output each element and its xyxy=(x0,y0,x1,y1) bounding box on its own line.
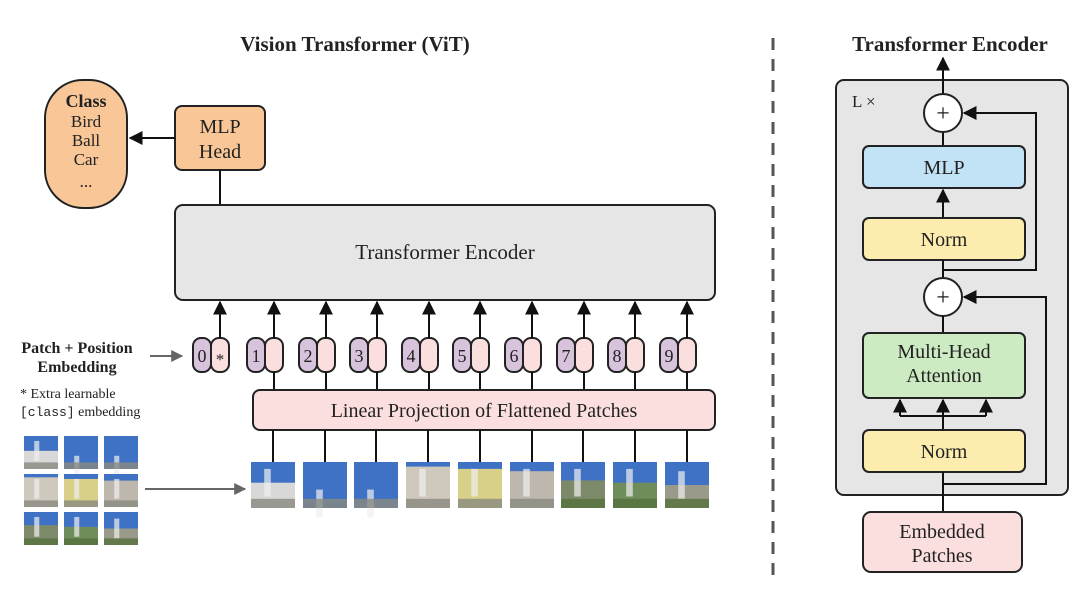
image-patch xyxy=(104,436,138,476)
image-patch xyxy=(458,462,502,508)
patch-embedding xyxy=(264,337,284,373)
mlp-box xyxy=(862,145,1026,189)
transformer-encoder-box xyxy=(174,204,716,301)
image-patch xyxy=(64,474,98,507)
mlp-head-label: Head xyxy=(199,141,241,163)
linear-projection-box xyxy=(252,389,716,431)
patch-embedding xyxy=(677,337,697,373)
image-patch-grid xyxy=(24,436,138,545)
position-index: 0 xyxy=(198,346,207,366)
image-patch xyxy=(24,512,58,545)
class-note: [class] embedding xyxy=(20,405,140,420)
class-item: Bird xyxy=(71,112,102,131)
image-patch xyxy=(64,436,98,476)
image-patch xyxy=(613,462,657,508)
position-index: 5 xyxy=(458,346,467,366)
norm-label: Norm xyxy=(921,441,968,463)
flattened-patches xyxy=(251,430,709,518)
class-item: Car xyxy=(74,150,99,169)
image-patch xyxy=(24,474,58,507)
residual-add-icon xyxy=(923,93,963,133)
position-index: 7 xyxy=(562,346,571,366)
image-patch xyxy=(561,462,605,508)
position-index: 8 xyxy=(613,346,622,366)
class-note: * Extra learnable xyxy=(20,387,116,402)
image-patch xyxy=(251,462,295,508)
embedded-patches-label: Patches xyxy=(911,545,972,567)
class-item: ... xyxy=(80,172,93,191)
attention-label: Attention xyxy=(906,365,982,387)
embedding-label: Patch + Position xyxy=(21,340,132,357)
patch-embedding xyxy=(470,337,490,373)
image-patch xyxy=(104,512,138,545)
position-index: 6 xyxy=(510,346,519,366)
image-patch xyxy=(354,462,398,518)
image-patch xyxy=(303,462,347,518)
position-index: 3 xyxy=(355,346,364,366)
class-output-box xyxy=(44,79,128,209)
class-title: Class xyxy=(65,91,106,111)
patch-embedding xyxy=(522,337,542,373)
image-patch xyxy=(665,462,709,508)
position-index: 4 xyxy=(407,346,416,366)
position-index: 2 xyxy=(304,346,313,366)
repeat-label: L × xyxy=(852,92,876,111)
transformer-encoder-label: Transformer Encoder xyxy=(355,240,534,264)
skip-connection xyxy=(943,106,1037,271)
plus-sign: + xyxy=(936,285,950,311)
plus-sign: + xyxy=(936,101,950,127)
embedded-patches-label: Embedded xyxy=(899,521,985,543)
patch-embedding xyxy=(419,337,439,373)
class-item: Ball xyxy=(72,131,101,150)
patch-embedding xyxy=(316,337,336,373)
class-token-mark: * xyxy=(216,350,225,369)
mlp-head-label: MLP xyxy=(199,116,240,138)
attention-box xyxy=(862,332,1026,399)
position-index: 1 xyxy=(252,346,261,366)
token-sequence: 0 * 1 2 3 4 5 6 7 8 9 xyxy=(192,300,697,390)
image-patch xyxy=(406,462,450,508)
embedded-patches-box xyxy=(862,511,1023,573)
patch-embedding xyxy=(574,337,594,373)
norm-label: Norm xyxy=(921,229,968,251)
linear-projection-label: Linear Projection of Flattened Patches xyxy=(331,400,638,422)
patch-embedding xyxy=(367,337,387,373)
patch-embedding xyxy=(625,337,645,373)
vit-title: Vision Transformer (ViT) xyxy=(240,32,469,56)
position-index: 9 xyxy=(665,346,674,366)
image-patch xyxy=(64,512,98,545)
image-patch xyxy=(510,462,554,508)
skip-connection xyxy=(943,290,1047,485)
image-patch xyxy=(24,436,58,469)
encoder-title: Transformer Encoder xyxy=(852,32,1048,56)
mlp-label: MLP xyxy=(923,157,964,179)
attention-label: Multi-Head xyxy=(897,341,990,363)
image-patch xyxy=(104,474,138,507)
embedding-label: Embedding xyxy=(37,359,116,376)
